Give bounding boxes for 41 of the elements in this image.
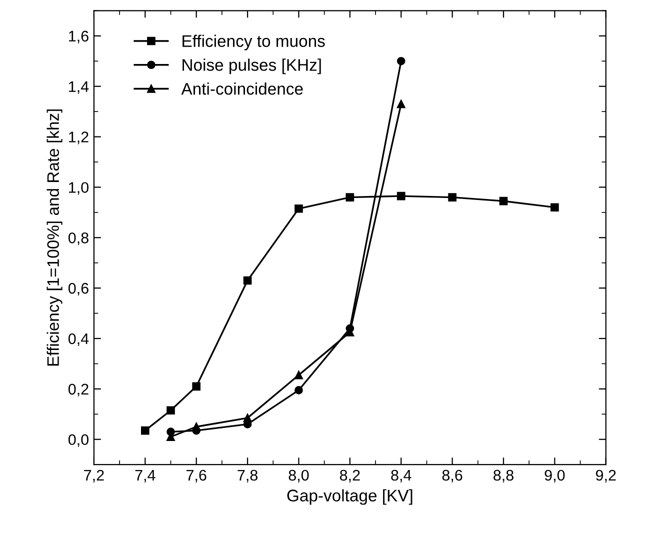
point <box>499 196 508 206</box>
x-tick-label: 8,6 <box>442 470 462 482</box>
point <box>396 56 406 66</box>
y-tick-label: 0,0 <box>68 434 89 447</box>
x-tick-label: 7,8 <box>238 470 258 482</box>
point <box>294 370 303 380</box>
y-tick-label: 0,4 <box>68 333 89 346</box>
y-tick-label: 1,6 <box>69 30 88 44</box>
legend-label: Anti-coincidence <box>181 82 303 95</box>
x-tick-label: 7,4 <box>135 470 156 482</box>
x-tick-label: 9,0 <box>544 470 565 482</box>
x-tick-label: 8,2 <box>340 470 360 482</box>
y-tick-label: 0,8 <box>68 232 88 246</box>
x-axis-title: Gap-voltage [KV] <box>287 489 412 505</box>
x-tick-label: 9,2 <box>596 470 616 482</box>
point <box>346 324 354 333</box>
point <box>166 406 175 415</box>
y-tick-label: 0,6 <box>68 282 88 296</box>
x-tick-label: 7,2 <box>84 470 104 482</box>
x-tick-label: 8,8 <box>494 470 514 482</box>
x-tick-label: 8,0 <box>288 470 309 482</box>
point <box>448 193 456 202</box>
point <box>192 382 201 391</box>
legend-label: Noise pulses [KHz] <box>182 58 321 74</box>
y-tick-label: 1,0 <box>69 182 89 195</box>
legend-label: Efficiency to muons <box>182 34 325 50</box>
point <box>294 386 303 394</box>
y-axis-title: Efficiency [1=100%] and Rate [khz] <box>46 109 62 366</box>
point <box>550 203 559 212</box>
point <box>396 100 406 108</box>
point <box>294 204 303 213</box>
y-tick-label: 1,2 <box>69 132 88 144</box>
y-tick-label: 1,4 <box>69 81 89 94</box>
point <box>396 192 406 200</box>
point <box>243 276 252 285</box>
point <box>166 428 175 436</box>
point <box>346 193 354 202</box>
point <box>140 426 150 435</box>
x-tick-label: 7,6 <box>186 470 206 482</box>
y-tick-label: 0,2 <box>68 384 88 396</box>
x-tick-label: 8,4 <box>391 470 412 482</box>
